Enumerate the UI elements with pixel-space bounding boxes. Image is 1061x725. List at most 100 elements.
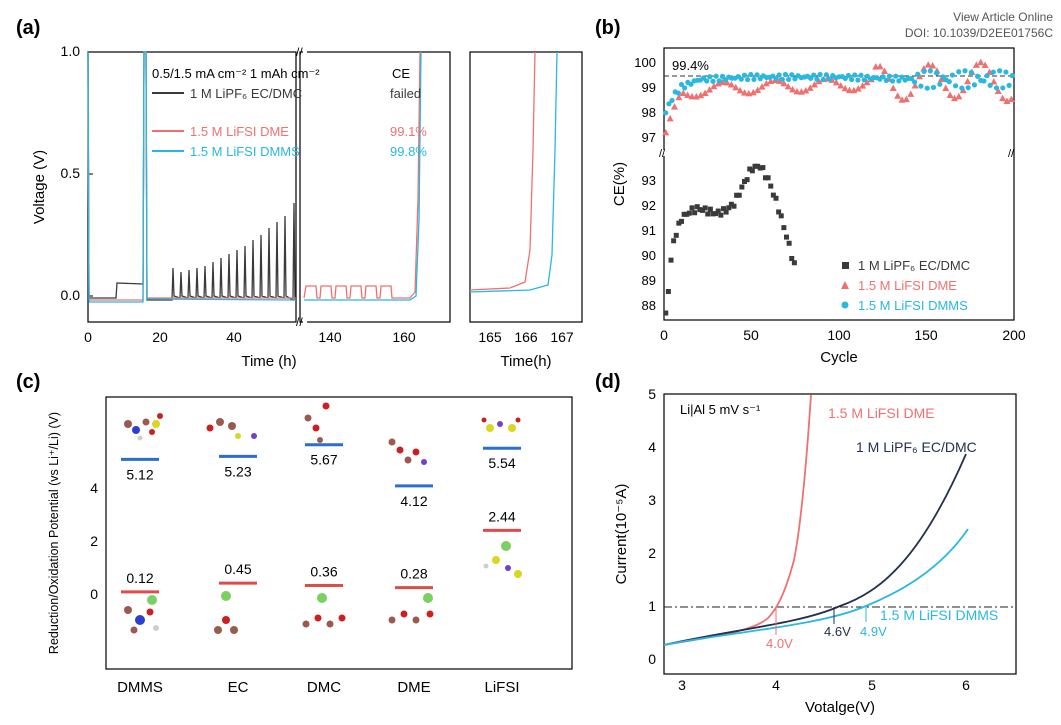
a-curve-black <box>87 51 296 302</box>
b-point-cyan <box>811 72 817 78</box>
b-point-cyan <box>716 78 722 84</box>
b-point-cyan <box>789 72 795 78</box>
b-ytick-92: 92 <box>642 198 656 213</box>
b-legend-marker-cyan <box>841 301 849 309</box>
b-point-cyan <box>924 85 930 91</box>
panel-b-label: (b) <box>595 17 621 39</box>
b-ylabel: CE(%) <box>611 162 628 206</box>
b-point-red <box>706 86 713 93</box>
c-label-reduction-lifsi: 2.44 <box>488 508 515 524</box>
b-point-cyan <box>918 83 924 89</box>
b-point-red <box>723 79 731 86</box>
b-point-black <box>665 288 671 294</box>
b-xtick-200: 200 <box>1002 327 1026 343</box>
b-point-red <box>701 89 709 96</box>
d-curve-navy <box>663 453 967 646</box>
b-point-black <box>773 195 779 201</box>
b-legend-label-cyan: 1.5 M LiFSI DMMS <box>858 298 968 313</box>
b-point-cyan <box>1006 82 1012 89</box>
b-break-mark: // <box>659 148 666 160</box>
b-point-cyan <box>682 85 688 91</box>
b-point-cyan <box>852 72 858 78</box>
b-point-black <box>728 201 734 207</box>
b-point-black <box>663 310 669 316</box>
panel-a-label: (a) <box>16 17 40 39</box>
a-legend-item-1: 1.5 M LiFSI DME 99.1% <box>152 124 427 139</box>
b-point-cyan <box>886 73 893 79</box>
b-point-cyan <box>849 76 855 83</box>
b-point-red <box>675 93 683 101</box>
a-legend-label-red: 1.5 M LiFSI DME <box>190 124 289 139</box>
b-point-red <box>837 82 845 89</box>
b-point-red <box>1003 97 1011 104</box>
b-point-cyan <box>826 76 833 82</box>
b-point-red <box>889 84 897 92</box>
b-point-cyan <box>669 97 675 104</box>
b-xlabel: Cycle <box>820 349 858 366</box>
b-point-cyan <box>748 71 754 78</box>
b-point-black <box>786 240 792 246</box>
b-point-red <box>863 78 871 86</box>
b-point-cyan <box>956 69 962 75</box>
c-ylabel: Reduction/Oxidation Potential (vs Li⁺/Li… <box>47 412 61 654</box>
a-legend-label-black: 1 M LiPF₆ EC/DMC <box>190 86 302 101</box>
b-point-red <box>911 82 919 89</box>
b-point-red <box>946 91 954 99</box>
b-point-red <box>832 78 840 86</box>
b-point-cyan <box>889 78 896 84</box>
b-point-cyan <box>751 76 757 83</box>
b-point-cyan <box>921 68 927 74</box>
b-point-cyan <box>912 79 918 85</box>
a-xlabel: Time (h) <box>241 353 296 370</box>
b-point-red <box>907 90 915 97</box>
a-xtick-20: 20 <box>152 329 168 345</box>
b-point-red <box>846 86 853 94</box>
panel-b-frame <box>663 47 1015 321</box>
b-point-cyan <box>965 85 971 91</box>
panel-a-frame-mid <box>299 51 451 323</box>
a-legend-item-0: 1 M LiPF₆ EC/DMC failed <box>152 86 421 101</box>
b-point-black <box>731 203 737 209</box>
b-point-black <box>705 211 711 217</box>
d-label-cyan: 1.5 M LiFSI DMMS <box>880 607 998 623</box>
b-point-cyan <box>1003 69 1009 75</box>
b-point-black <box>692 210 698 216</box>
b-point-black <box>739 184 745 190</box>
b-point-red <box>749 88 757 96</box>
b-point-cyan <box>952 83 959 89</box>
b-xtick-0: 0 <box>660 327 668 343</box>
b-point-black <box>791 260 797 266</box>
b-point-cyan <box>773 75 779 82</box>
b-point-black <box>715 208 721 214</box>
b-ytick-99: 99 <box>642 80 656 95</box>
b-point-red <box>964 77 972 85</box>
b-ytick-100: 100 <box>634 55 656 70</box>
b-point-black <box>776 209 782 215</box>
b-point-black <box>721 206 726 212</box>
b-point-red <box>951 94 958 102</box>
b-point-black <box>689 205 695 211</box>
d-onset-navy: 4.6V <box>824 624 851 639</box>
molecule-ec <box>206 418 257 634</box>
b-point-black <box>710 211 716 217</box>
b-point-red <box>666 114 674 122</box>
b-point-cyan <box>930 84 937 91</box>
b-legend-label-red: 1.5 M LiFSI DME <box>858 278 957 293</box>
d-ytick-5: 5 <box>648 386 656 402</box>
b-point-cyan <box>845 72 852 79</box>
b-point-red <box>784 82 792 90</box>
a-ytick-05: 0.5 <box>61 165 81 181</box>
d-onset-red: 4.0V <box>766 636 793 651</box>
b-point-red <box>754 86 762 93</box>
c-cat-dme: DME <box>397 679 430 696</box>
b-point-black <box>700 207 705 213</box>
b-points <box>662 58 1015 316</box>
view-article-link[interactable]: View Article Online <box>953 10 1053 24</box>
b-point-cyan <box>741 72 748 78</box>
b-point-cyan <box>779 76 785 82</box>
b-point-cyan <box>858 72 864 78</box>
b-point-red <box>924 61 932 68</box>
break-mark-bottom: // <box>296 315 303 329</box>
b-point-black <box>757 165 763 171</box>
b-point-black <box>747 166 753 172</box>
